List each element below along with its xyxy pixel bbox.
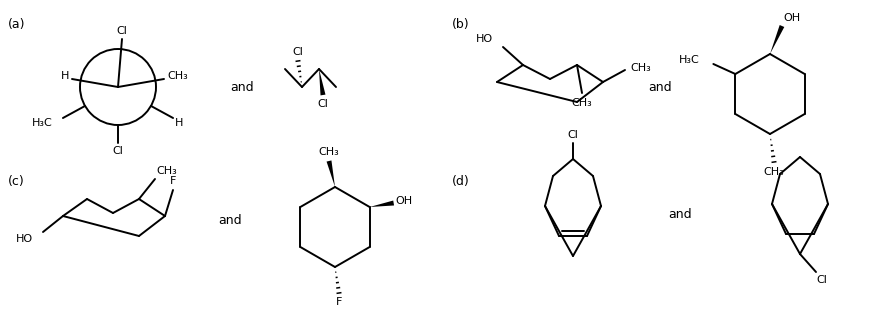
Text: (d): (d): [452, 175, 470, 188]
Text: CH₃: CH₃: [764, 167, 784, 177]
Text: HO: HO: [476, 34, 493, 44]
Text: H: H: [61, 71, 69, 81]
Text: CH₃: CH₃: [168, 71, 188, 81]
Text: Cl: Cl: [292, 47, 304, 57]
Text: and: and: [648, 81, 672, 94]
Text: H₃C: H₃C: [32, 118, 53, 128]
Text: (a): (a): [8, 18, 26, 31]
Text: and: and: [668, 208, 691, 221]
Polygon shape: [319, 69, 326, 95]
Polygon shape: [370, 201, 394, 207]
Text: (b): (b): [452, 18, 470, 31]
Text: Cl: Cl: [817, 275, 827, 285]
Text: CH₃: CH₃: [630, 63, 652, 73]
Text: OH: OH: [395, 196, 412, 206]
Text: (c): (c): [8, 175, 25, 188]
Text: F: F: [336, 297, 343, 307]
Text: Cl: Cl: [112, 146, 124, 156]
Text: CH₃: CH₃: [156, 166, 177, 176]
Text: F: F: [170, 176, 177, 186]
Text: and: and: [230, 81, 253, 94]
Polygon shape: [327, 160, 335, 187]
Text: OH: OH: [783, 13, 801, 23]
Polygon shape: [770, 25, 784, 54]
Text: HO: HO: [16, 234, 33, 244]
Text: Cl: Cl: [117, 26, 127, 36]
Text: CH₃: CH₃: [319, 147, 339, 157]
Text: H: H: [175, 118, 184, 128]
Text: CH₃: CH₃: [571, 98, 592, 108]
Text: H₃C: H₃C: [679, 55, 699, 65]
Text: and: and: [218, 214, 242, 227]
Text: Cl: Cl: [568, 130, 578, 140]
Text: Cl: Cl: [318, 99, 328, 109]
